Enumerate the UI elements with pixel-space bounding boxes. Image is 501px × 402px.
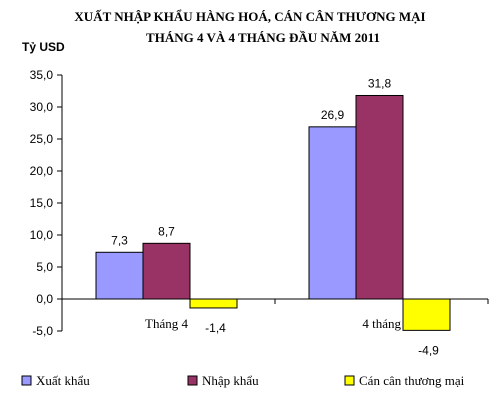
data-label: -1,4: [205, 321, 226, 335]
y-tick-label: 25,0: [30, 132, 54, 146]
data-labels: 7,3 8,7 -1,4 26,9 31,8 -4,9: [111, 76, 439, 357]
y-tick-label: 15,0: [30, 196, 54, 210]
legend: Xuất khẩu Nhập khẩu Cán cân thương mại: [21, 373, 465, 388]
y-tick-label: 0,0: [36, 292, 53, 306]
chart-subtitle: THÁNG 4 VÀ 4 THÁNG ĐẦU NĂM 2011: [146, 30, 380, 45]
bar-1-1: [95, 251, 144, 300]
y-tick-label: -5,0: [32, 324, 53, 338]
y-tick-label: 35,0: [30, 68, 54, 82]
bar-2-2: [355, 94, 404, 300]
data-label: -4,9: [418, 343, 439, 357]
legend-swatch: [21, 375, 32, 386]
bar-1-2: [308, 126, 357, 300]
y-axis: 35,0 30,0 25,0 20,0 15,0 10,0 5,0 0,0 -5,0: [30, 68, 489, 338]
bar-3-1: [189, 298, 238, 309]
data-label: 31,8: [368, 76, 392, 90]
y-tick-label: 5,0: [36, 260, 53, 274]
data-label: 7,3: [111, 233, 128, 247]
legend-label: Xuất khẩu: [36, 373, 90, 388]
y-tick-label: 30,0: [30, 100, 54, 114]
legend-label: Nhập khẩu: [202, 373, 259, 388]
data-label: 8,7: [158, 224, 175, 238]
y-tick-label: 10,0: [30, 228, 54, 242]
category-labels: Tháng 4 4 tháng: [145, 316, 401, 331]
bar-2-1: [142, 242, 191, 300]
legend-swatch: [187, 375, 198, 386]
chart-title: XUẤT NHẬP KHẨU HÀNG HOÁ, CÁN CÂN THƯƠNG …: [74, 9, 425, 24]
data-label: 26,9: [321, 108, 345, 122]
category-label: 4 tháng: [362, 316, 401, 331]
category-label: Tháng 4: [145, 316, 188, 331]
bar-3-2: [402, 298, 451, 331]
bars: [95, 94, 451, 331]
y-axis-label: Tỷ USD: [22, 40, 65, 54]
legend-label: Cán cân thương mại: [359, 373, 465, 388]
legend-swatch: [344, 375, 355, 386]
y-tick-label: 20,0: [30, 164, 54, 178]
